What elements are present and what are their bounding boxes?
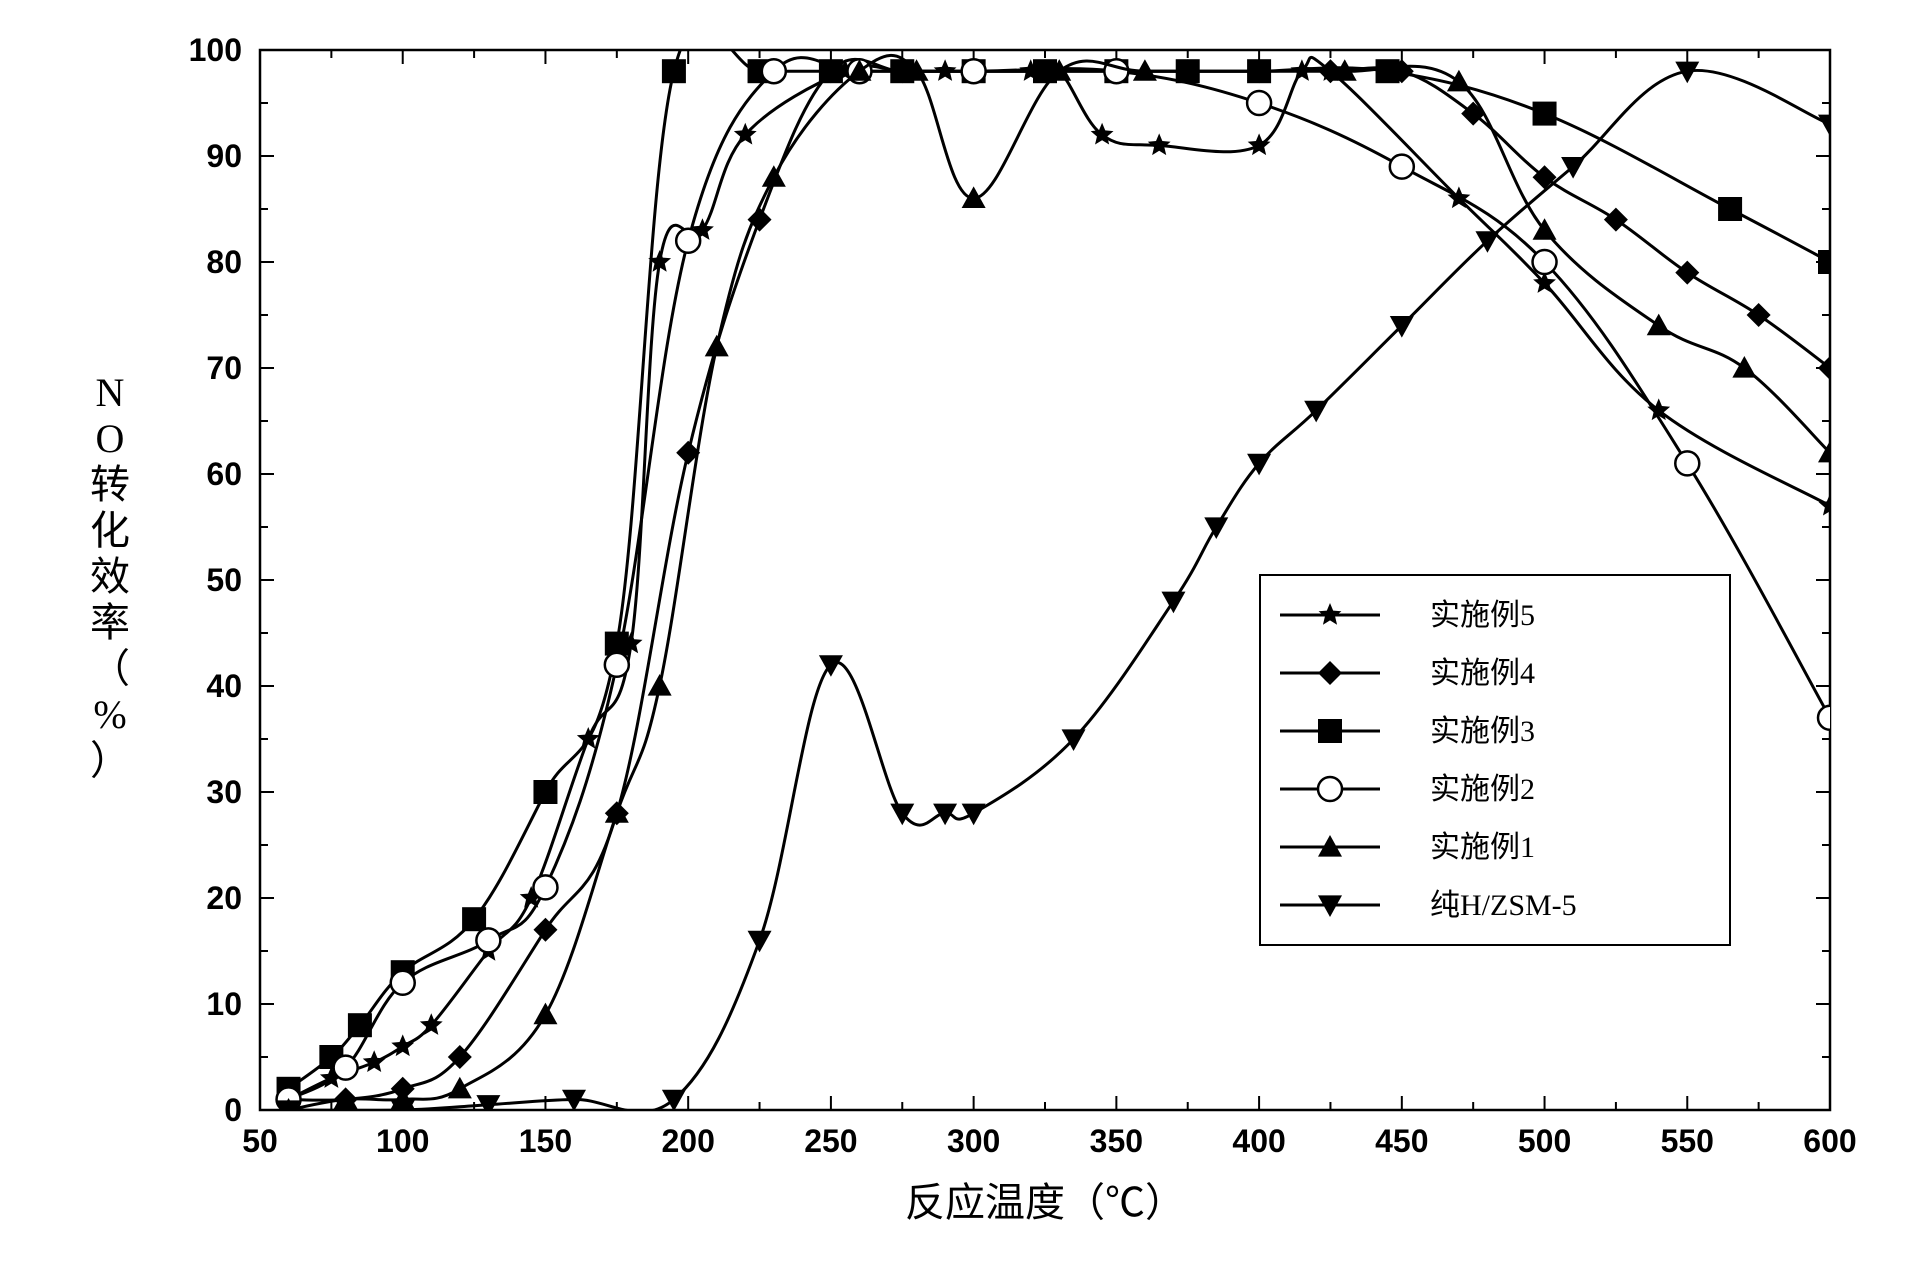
legend-label-2: 实施例3 — [1430, 715, 1535, 748]
line-chart: 50 100 150 200 250 300 350 400 450 500 550 600 0 10 20… — [0, 0, 1924, 1280]
svg-text:60: 60 — [206, 456, 242, 492]
legend-label-3: 实施例2 — [1430, 773, 1535, 806]
x-axis-label: 反应温度（℃） — [905, 1180, 1185, 1225]
svg-text:N: N — [96, 370, 125, 415]
svg-text:150: 150 — [519, 1123, 572, 1159]
svg-text:转: 转 — [90, 462, 130, 507]
svg-text:200: 200 — [661, 1123, 714, 1159]
svg-text:10: 10 — [206, 986, 242, 1022]
series-2 — [277, 25, 1842, 1100]
svg-text:30: 30 — [206, 774, 242, 810]
svg-text:%: % — [93, 692, 126, 737]
svg-text:）: ） — [90, 738, 130, 783]
svg-text:550: 550 — [1661, 1123, 1714, 1159]
svg-text:70: 70 — [206, 350, 242, 386]
svg-text:20: 20 — [206, 880, 242, 916]
svg-text:50: 50 — [206, 562, 242, 598]
svg-text:350: 350 — [1090, 1123, 1143, 1159]
legend-label-0: 实施例5 — [1430, 599, 1535, 632]
svg-text:O: O — [96, 416, 125, 461]
svg-text:化: 化 — [90, 508, 130, 553]
svg-text:（: （ — [90, 646, 130, 691]
svg-text:0: 0 — [224, 1092, 242, 1128]
series-1 — [277, 59, 1842, 1111]
svg-text:80: 80 — [206, 244, 242, 280]
svg-text:600: 600 — [1803, 1123, 1856, 1159]
svg-text:400: 400 — [1232, 1123, 1285, 1159]
svg-text:250: 250 — [804, 1123, 857, 1159]
svg-text:300: 300 — [947, 1123, 1000, 1159]
svg-text:100: 100 — [189, 32, 242, 68]
svg-text:450: 450 — [1375, 1123, 1428, 1159]
legend: 实施例5 实施例4 实施例3 实施例2 实施例1 纯H/ZSM-5 — [1260, 575, 1730, 945]
svg-text:90: 90 — [206, 138, 242, 174]
svg-text:40: 40 — [206, 668, 242, 704]
svg-text:500: 500 — [1518, 1123, 1571, 1159]
legend-label-5: 纯H/ZSM-5 — [1430, 889, 1577, 922]
chart-container: 50 100 150 200 250 300 350 400 450 500 550 600 0 10 20… — [0, 0, 1924, 1280]
legend-label-4: 实施例1 — [1430, 831, 1535, 864]
svg-text:率: 率 — [90, 600, 130, 645]
svg-text:效: 效 — [90, 554, 130, 599]
svg-text:50: 50 — [242, 1123, 278, 1159]
legend-label-1: 实施例4 — [1430, 657, 1535, 690]
svg-text:100: 100 — [376, 1123, 429, 1159]
